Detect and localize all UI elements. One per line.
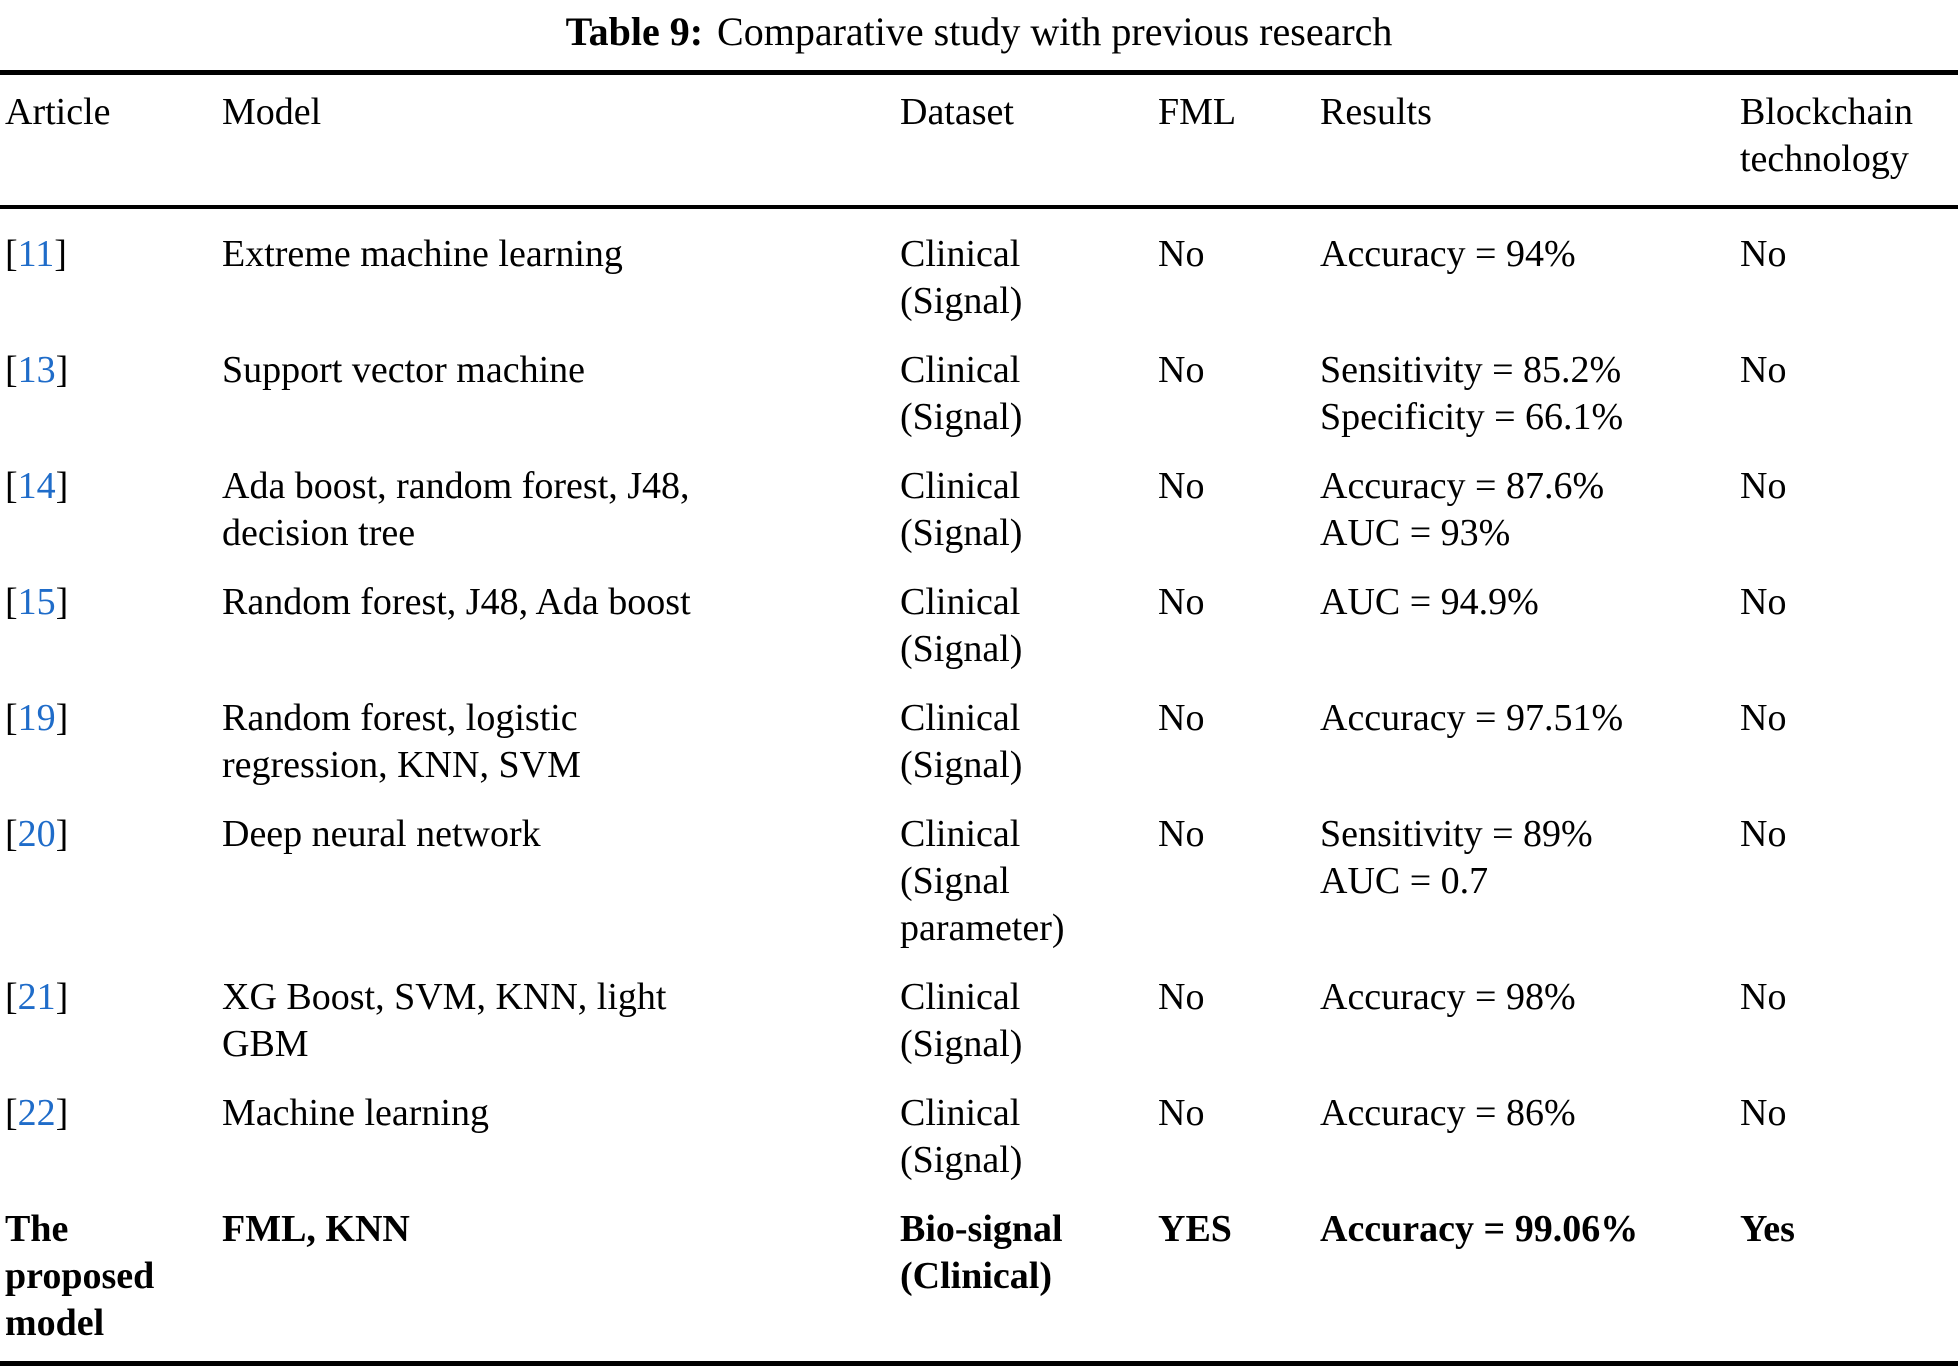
citation-link[interactable]: 20: [17, 813, 56, 855]
table-caption: Table 9: Comparative study with previous …: [0, 0, 1958, 58]
citation-link[interactable]: 14: [17, 465, 56, 507]
model-cell: XG Boost, SVM, KNN, light GBM: [222, 976, 667, 1065]
column-header-results: Results: [1320, 72, 1740, 209]
blockchain-cell: No: [1740, 1092, 1787, 1134]
citation-bracket: [: [5, 581, 18, 623]
blockchain-cell: No: [1740, 581, 1787, 623]
fml-cell: No: [1158, 1092, 1205, 1134]
dataset-cell: Clinical (Signal): [900, 1092, 1023, 1181]
dataset-cell: Clinical (Signal): [900, 976, 1023, 1065]
header-row: Article Model Dataset FML Results Blockc…: [0, 72, 1958, 209]
blockchain-cell: No: [1740, 976, 1787, 1018]
results-cell: Accuracy = 98%: [1320, 976, 1576, 1018]
results-cell: Accuracy = 86%: [1320, 1092, 1576, 1134]
fml-cell: No: [1158, 976, 1205, 1018]
model-cell: Ada boost, random forest, J48, decision …: [222, 465, 690, 554]
citation-link[interactable]: 11: [17, 233, 55, 275]
results-cell: Accuracy = 94%: [1320, 233, 1576, 275]
fml-cell: YES: [1158, 1208, 1232, 1250]
table-row: [22] Machine learning Clinical (Signal) …: [0, 1068, 1958, 1184]
blockchain-cell: No: [1740, 465, 1787, 507]
table-caption-text: Comparative study with previous research: [717, 9, 1393, 54]
fml-cell: No: [1158, 465, 1205, 507]
model-cell: Deep neural network: [222, 813, 541, 855]
article-cell: [20]: [0, 789, 222, 952]
results-cell: Accuracy = 99.06%: [1320, 1208, 1639, 1250]
model-cell: Extreme machine learning: [222, 233, 623, 275]
fml-cell: No: [1158, 349, 1205, 391]
blockchain-cell: Yes: [1740, 1208, 1795, 1250]
citation-bracket: [: [5, 233, 18, 275]
model-cell: Random forest, logistic regression, KNN,…: [222, 697, 581, 786]
article-cell: [19]: [0, 673, 222, 789]
citation-bracket: [: [5, 697, 18, 739]
table-row: [13] Support vector machine Clinical (Si…: [0, 325, 1958, 441]
table-row: [21] XG Boost, SVM, KNN, light GBM Clini…: [0, 952, 1958, 1068]
citation-bracket: [: [5, 349, 18, 391]
column-header-blockchain: Blockchain technology: [1740, 72, 1958, 209]
column-header-article: Article: [0, 72, 222, 209]
citation-bracket: ]: [55, 465, 69, 507]
results-cell: Accuracy = 97.51%: [1320, 697, 1624, 739]
article-cell: [11]: [0, 207, 222, 325]
article-cell: [13]: [0, 325, 222, 441]
table-row-proposed-model: The proposed model FML, KNN Bio-signal (…: [0, 1184, 1958, 1364]
results-cell: Sensitivity = 89% AUC = 0.7: [1320, 813, 1593, 902]
citation-link[interactable]: 15: [17, 581, 56, 623]
results-cell: Sensitivity = 85.2% Specificity = 66.1%: [1320, 349, 1624, 438]
table-row: [19] Random forest, logistic regression,…: [0, 673, 1958, 789]
column-header-dataset: Dataset: [900, 72, 1158, 209]
table-row: [11] Extreme machine learning Clinical (…: [0, 207, 1958, 325]
fml-cell: No: [1158, 233, 1205, 275]
citation-link[interactable]: 19: [17, 697, 56, 739]
article-cell: [22]: [0, 1068, 222, 1184]
article-cell: [21]: [0, 952, 222, 1068]
citation-bracket: ]: [55, 349, 69, 391]
blockchain-cell: No: [1740, 349, 1787, 391]
results-cell: AUC = 94.9%: [1320, 581, 1539, 623]
dataset-cell: Clinical (Signal): [900, 697, 1023, 786]
model-cell: Support vector machine: [222, 349, 586, 391]
table-row: [15] Random forest, J48, Ada boost Clini…: [0, 557, 1958, 673]
blockchain-cell: No: [1740, 233, 1787, 275]
citation-link[interactable]: 13: [17, 349, 56, 391]
citation-bracket: ]: [55, 1092, 69, 1134]
model-cell: FML, KNN: [222, 1208, 410, 1250]
dataset-cell: Clinical (Signal parameter): [900, 813, 1065, 949]
table-row: [20] Deep neural network Clinical (Signa…: [0, 789, 1958, 952]
column-header-fml: FML: [1158, 72, 1320, 209]
blockchain-cell: No: [1740, 813, 1787, 855]
dataset-cell: Clinical (Signal): [900, 581, 1023, 670]
table-caption-label: Table 9:: [565, 9, 704, 54]
blockchain-cell: No: [1740, 697, 1787, 739]
dataset-cell: Clinical (Signal): [900, 349, 1023, 438]
model-cell: Random forest, J48, Ada boost: [222, 581, 691, 623]
citation-link[interactable]: 21: [17, 976, 56, 1018]
dataset-cell: Clinical (Signal): [900, 465, 1023, 554]
article-cell: [14]: [0, 441, 222, 557]
citation-bracket: ]: [55, 581, 69, 623]
table-row: [14] Ada boost, random forest, J48, deci…: [0, 441, 1958, 557]
fml-cell: No: [1158, 813, 1205, 855]
citation-link[interactable]: 22: [17, 1092, 56, 1134]
citation-bracket: ]: [54, 233, 67, 275]
article-cell: The proposed model: [5, 1208, 155, 1344]
citation-bracket: ]: [55, 697, 69, 739]
dataset-cell: Clinical (Signal): [900, 233, 1023, 322]
fml-cell: No: [1158, 581, 1205, 623]
citation-bracket: ]: [55, 976, 69, 1018]
citation-bracket: [: [5, 813, 18, 855]
citation-bracket: ]: [55, 813, 69, 855]
dataset-cell: Bio-signal (Clinical): [900, 1208, 1063, 1297]
results-cell: Accuracy = 87.6% AUC = 93%: [1320, 465, 1605, 554]
article-cell: [15]: [0, 557, 222, 673]
model-cell: Machine learning: [222, 1092, 489, 1134]
citation-bracket: [: [5, 1092, 18, 1134]
comparative-study-table: Article Model Dataset FML Results Blockc…: [0, 70, 1958, 1366]
citation-bracket: [: [5, 976, 18, 1018]
column-header-model: Model: [222, 72, 900, 209]
citation-bracket: [: [5, 465, 18, 507]
fml-cell: No: [1158, 697, 1205, 739]
